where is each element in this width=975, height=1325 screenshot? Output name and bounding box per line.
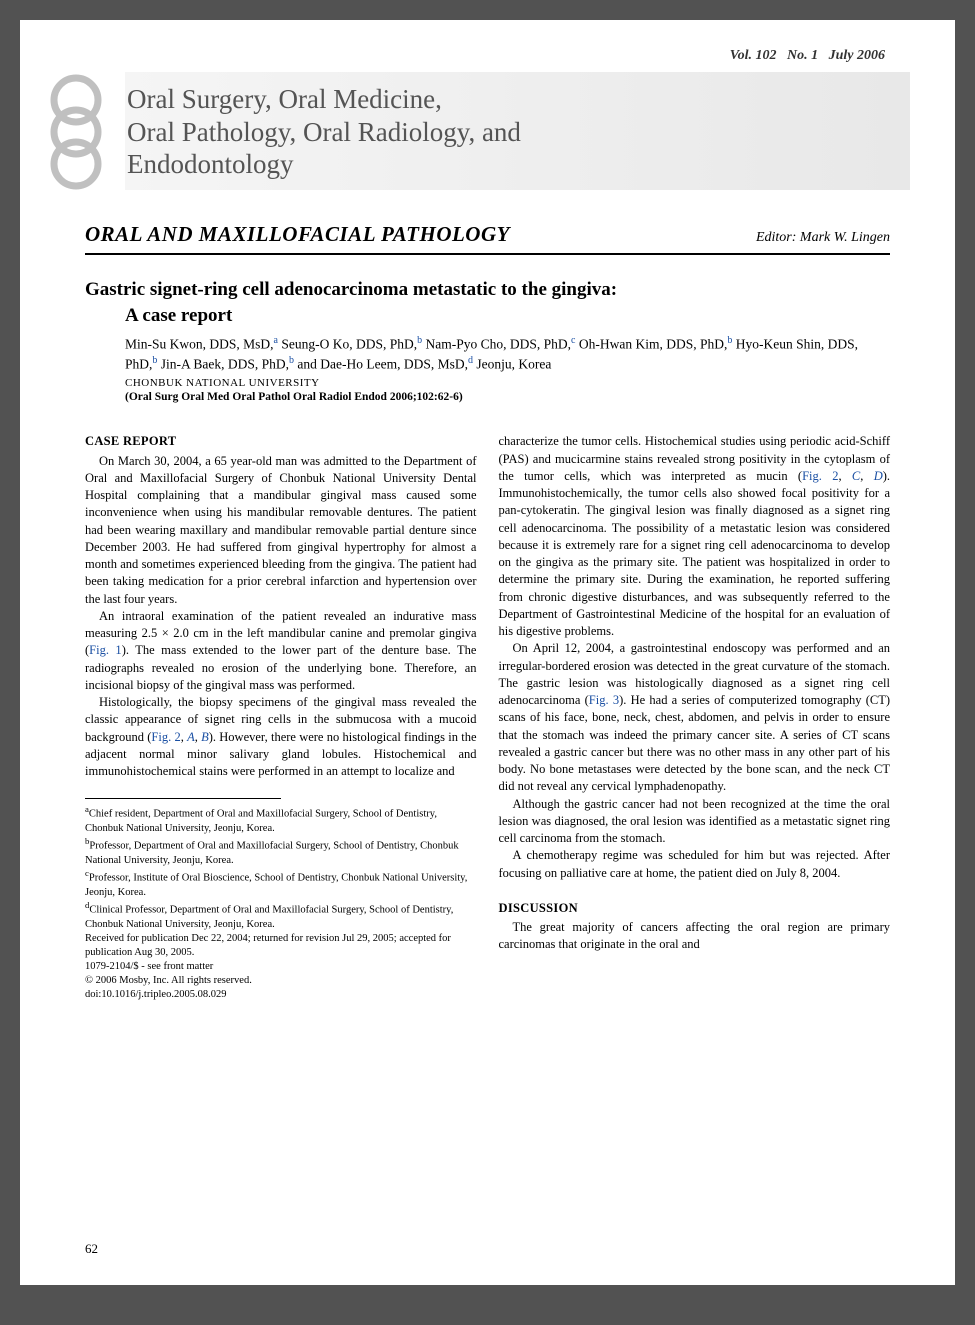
fig3-link[interactable]: Fig. 3 — [589, 693, 619, 707]
footnote-received: Received for publication Dec 22, 2004; r… — [85, 932, 477, 960]
journal-title: Oral Surgery, Oral Medicine, Oral Pathol… — [127, 83, 521, 180]
footnote-b: Professor, Department of Oral and Maxill… — [85, 841, 459, 866]
fig1-link[interactable]: Fig. 1 — [89, 643, 122, 657]
paragraph-3: Histologically, the biopsy specimens of … — [85, 694, 477, 780]
footnote-c: Professor, Institute of Oral Bioscience,… — [85, 873, 467, 898]
citation: (Oral Surg Oral Med Oral Pathol Oral Rad… — [85, 391, 890, 403]
footnote-rule — [85, 798, 281, 799]
paragraph-5: On April 12, 2004, a gastrointestinal en… — [499, 640, 891, 795]
fig2-link[interactable]: Fig. 2 — [151, 730, 180, 744]
footnotes: aChief resident, Department of Oral and … — [85, 804, 477, 1002]
footnote-issn: 1079-2104/$ - see front matter — [85, 960, 477, 974]
rings-icon — [40, 72, 112, 192]
article-subtitle: A case report — [85, 303, 890, 329]
section-header: ORAL AND MAXILLOFACIAL PATHOLOGY Editor:… — [85, 222, 890, 255]
footnote-a: Chief resident, Department of Oral and M… — [85, 809, 437, 834]
volume: Vol. 102 — [730, 48, 777, 63]
issue: No. 1 — [787, 48, 818, 63]
case-report-heading: CASE REPORT — [85, 433, 477, 450]
editor-label: Editor: — [756, 230, 796, 245]
article-title-main: Gastric signet-ring cell adenocarcinoma … — [85, 277, 890, 303]
discussion-heading: DISCUSSION — [499, 900, 891, 917]
footnote-d: Clinical Professor, Department of Oral a… — [85, 904, 453, 929]
editor-name: Mark W. Lingen — [800, 230, 890, 245]
journal-title-line1: Oral Surgery, Oral Medicine, — [127, 83, 521, 115]
date: July 2006 — [829, 48, 885, 63]
article-title: Gastric signet-ring cell adenocarcinoma … — [85, 277, 890, 328]
footnote-copyright: © 2006 Mosby, Inc. All rights reserved. — [85, 974, 477, 988]
authors: Min-Su Kwon, DDS, MsD,a Seung-O Ko, DDS,… — [85, 334, 890, 374]
volume-header: Vol. 102 No. 1 July 2006 — [85, 20, 890, 64]
paragraph-1: On March 30, 2004, a 65 year-old man was… — [85, 453, 477, 608]
affiliation: CHONBUK NATIONAL UNIVERSITY — [85, 377, 890, 389]
paragraph-6: Although the gastric cancer had not been… — [499, 796, 891, 848]
footnote-doi: doi:10.1016/j.tripleo.2005.08.029 — [85, 988, 477, 1002]
left-column: CASE REPORT On March 30, 2004, a 65 year… — [85, 433, 477, 1002]
journal-title-line2: Oral Pathology, Oral Radiology, and — [127, 116, 521, 148]
paragraph-7: A chemotherapy regime was scheduled for … — [499, 847, 891, 882]
paragraph-4: characterize the tumor cells. Histochemi… — [499, 433, 891, 640]
journal-title-line3: Endodontology — [127, 148, 521, 180]
right-column: characterize the tumor cells. Histochemi… — [499, 433, 891, 1002]
paragraph-2: An intraoral examination of the patient … — [85, 608, 477, 694]
page-number: 62 — [85, 1241, 98, 1257]
paragraph-8: The great majority of cancers affecting … — [499, 919, 891, 954]
section-title: ORAL AND MAXILLOFACIAL PATHOLOGY — [85, 222, 510, 247]
page: Vol. 102 No. 1 July 2006 Oral Surgery, O… — [20, 20, 955, 1285]
journal-banner: Oral Surgery, Oral Medicine, Oral Pathol… — [40, 72, 910, 192]
body-columns: CASE REPORT On March 30, 2004, a 65 year… — [85, 433, 890, 1002]
fig2-link-b[interactable]: Fig. 2 — [802, 469, 838, 483]
section-editor: Editor: Mark W. Lingen — [756, 230, 890, 246]
